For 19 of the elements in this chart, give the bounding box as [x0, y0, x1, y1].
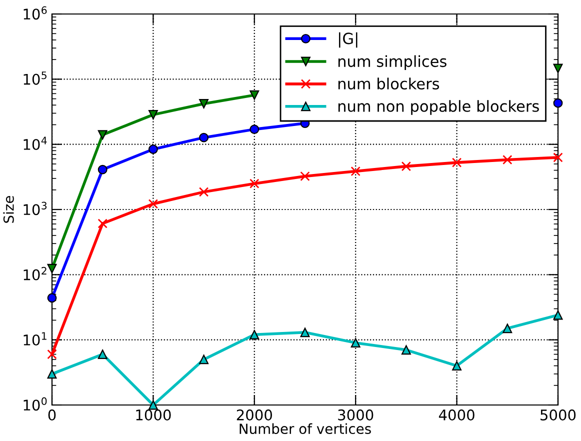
y-tick-label: 10$^{1}$ — [24, 332, 46, 346]
y-tick-label: 10$^{2}$ — [24, 266, 46, 280]
x-tick-label: 2000 — [236, 409, 272, 420]
y-tick-label: 10$^{5}$ — [24, 72, 46, 85]
legend-label: num blockers — [338, 78, 440, 90]
legend-label: num simplices — [338, 55, 446, 70]
y-tick-label: 10$^{6}$ — [24, 6, 47, 20]
y-tick-label: 10$^{0}$ — [24, 397, 47, 411]
x-tick-label: 0 — [48, 409, 56, 420]
legend-label: num non popable blockers — [338, 100, 539, 115]
x-tick-label: 5000 — [540, 409, 576, 420]
x-axis-title: Number of vertices — [240, 423, 371, 434]
y-axis-title: Size — [3, 196, 14, 223]
y-tick-label: 10$^{4}$ — [24, 136, 47, 150]
y-tick-label: 10$^{3}$ — [24, 202, 47, 216]
x-tick-label: 1000 — [136, 409, 171, 420]
legend-label: |G| — [339, 32, 358, 48]
x-tick-label: 3000 — [338, 409, 374, 420]
x-tick-label: 4000 — [438, 409, 474, 420]
